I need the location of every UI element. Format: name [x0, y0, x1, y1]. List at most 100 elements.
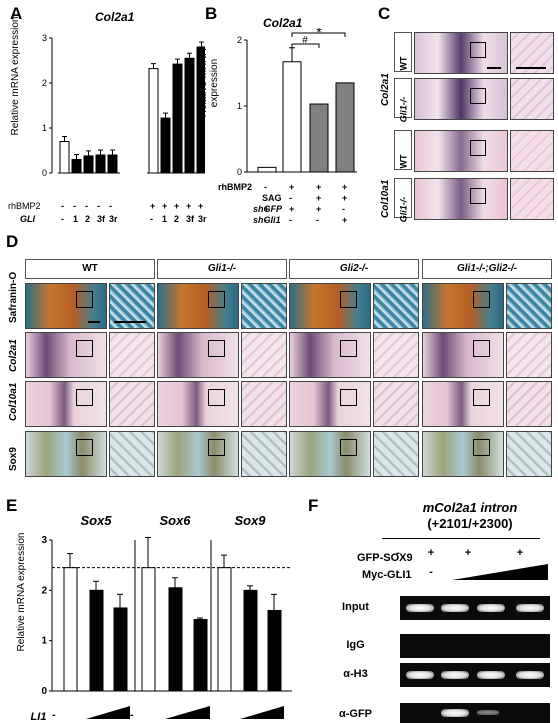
a-row2-cell: -	[61, 214, 64, 224]
d-zoom-image	[373, 332, 419, 378]
a-row1-cell: +	[198, 201, 204, 211]
panel-b-ylabel: Relative mRNA expression	[198, 48, 220, 118]
d-zoom-box	[340, 340, 357, 357]
e-gene-label: Sox5	[80, 513, 112, 528]
b-row-cell: +	[342, 215, 348, 225]
d-zoom-box	[76, 340, 93, 357]
b-row-cell: -	[289, 193, 292, 203]
b-bar	[257, 166, 277, 173]
a-bar	[95, 154, 106, 174]
f-row-label: α-H3	[343, 668, 368, 680]
c-zoom-box	[470, 188, 486, 204]
e-gradient-wedge	[86, 706, 130, 719]
d-zoom-box	[76, 439, 93, 456]
b-row-cell: -	[264, 182, 267, 192]
c-scale-bar	[487, 67, 501, 69]
b-sig-hash: #	[302, 35, 308, 46]
a-bar	[184, 57, 195, 174]
c-zoom-image	[510, 178, 554, 220]
d-genotype-header: Gli2-/-	[289, 259, 419, 279]
c-zoom-box	[470, 42, 486, 58]
d-zoom-box	[473, 340, 490, 357]
e-dash-label: -	[130, 709, 134, 721]
e-bar	[113, 607, 128, 692]
panel-d-label: D	[6, 232, 19, 251]
f-row-label: α-GFP	[338, 708, 373, 720]
panel-a-label: A	[10, 4, 23, 23]
d-tissue-image	[422, 431, 504, 477]
a-bar	[172, 63, 183, 174]
panel-c-label: C	[378, 4, 391, 23]
c-zoom-scale-bar	[516, 67, 546, 69]
b-row-cell: +	[264, 204, 270, 214]
e-ytick-label: 2	[41, 585, 47, 596]
d-tissue-image	[289, 283, 371, 329]
a-row1-cell: +	[162, 201, 168, 211]
d-zoom-image	[109, 332, 155, 378]
f-myc-wedge	[452, 564, 548, 580]
a-row2-cell: 3f	[186, 214, 195, 224]
d-zoom-box	[76, 389, 93, 406]
d-zoom-box	[340, 439, 357, 456]
panel-a-row1-label: rhBMP2	[8, 201, 41, 211]
d-zoom-image	[373, 283, 419, 329]
a-bar	[83, 155, 94, 174]
e-dash-label: -	[206, 709, 210, 721]
b-row-label: shGli1	[253, 215, 281, 225]
c-zoom-image	[510, 130, 554, 172]
d-zoom-image	[506, 332, 552, 378]
f-myc-wedge-shape	[452, 564, 548, 580]
panel-a-ylabel: Relative mRNA expression	[10, 16, 21, 136]
d-stain-label: Sox9	[8, 447, 19, 471]
d-tissue-image	[157, 431, 239, 477]
e-ytick-label: 3	[41, 535, 47, 546]
f-band-input	[516, 604, 544, 612]
b-ytick-label: 2	[237, 35, 242, 45]
f-band-h3	[477, 671, 505, 679]
e-bar	[217, 567, 232, 692]
panel-f-title-line2: (+2101/+2300)	[427, 516, 513, 531]
c-geno-label: Gli1-/-	[398, 96, 409, 123]
d-tissue-image	[289, 381, 371, 427]
d-stain-label: Col10a1	[8, 382, 19, 421]
panel-e-ylabel: Relative mRNA expression	[16, 532, 27, 652]
b-row-cell: -	[342, 204, 345, 214]
d-stain-label: Safranin-O	[8, 271, 19, 323]
b-bar	[282, 61, 302, 173]
b-row-label: rhBMP2	[218, 182, 253, 192]
f-band-input	[406, 604, 434, 612]
a-bar	[107, 154, 118, 174]
b-row-cell: +	[342, 193, 348, 203]
a-bar	[71, 159, 82, 174]
panel-f-title-rule	[382, 538, 540, 539]
a-row2-cell: 1	[73, 214, 79, 224]
panel-a-chart: 0 1 2 3	[42, 33, 205, 178]
b-bar	[335, 82, 355, 173]
d-tissue-image	[422, 381, 504, 427]
c-geno-box: WT	[394, 130, 412, 170]
d-zoom-box	[340, 389, 357, 406]
panel-a-row2-label: GLI	[20, 214, 35, 224]
a-ytick-label: 2	[42, 78, 47, 88]
c-tissue-image	[414, 178, 508, 220]
e-gene-label: Sox9	[234, 513, 266, 528]
f-band-input	[477, 604, 505, 612]
a-row1-cell: +	[174, 201, 180, 211]
b-bar	[309, 103, 329, 173]
b-row-cell: +	[289, 182, 295, 192]
a-row2-cell: -	[150, 214, 153, 224]
a-bar	[148, 68, 159, 174]
d-tissue-image	[25, 431, 107, 477]
d-zoom-image	[241, 332, 287, 378]
b-ytick-label: 0	[237, 167, 242, 177]
a-row2-cell: 3r	[109, 214, 118, 224]
a-row1-cell: -	[97, 201, 100, 211]
panel-c-gene1: Col2a1	[380, 73, 391, 106]
d-zoom-box	[473, 291, 490, 308]
f-myc-cell: -	[396, 566, 400, 578]
f-gfp-cell: +	[516, 547, 524, 559]
d-tissue-image	[25, 332, 107, 378]
panel-f-gfp-label: GFP-SOX9	[357, 552, 413, 564]
e-ytick-label: 1	[41, 636, 47, 647]
c-geno-label: WT	[398, 56, 409, 71]
